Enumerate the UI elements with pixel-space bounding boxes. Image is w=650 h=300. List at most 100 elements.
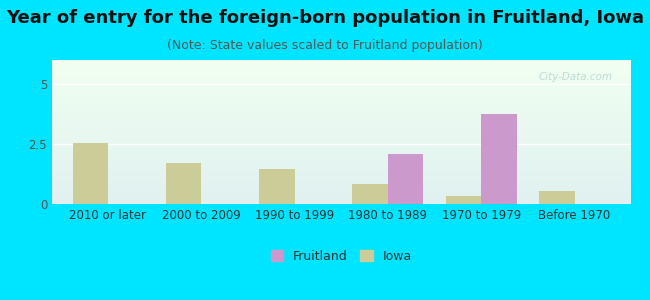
Bar	[52, 103, 630, 105]
Bar	[52, 79, 630, 80]
Bar	[52, 155, 630, 157]
Bar	[52, 202, 630, 204]
Bar	[52, 80, 630, 82]
Bar	[52, 143, 630, 145]
Bar	[539, 191, 575, 204]
Bar	[52, 125, 630, 126]
Bar	[52, 67, 630, 69]
Bar	[52, 179, 630, 181]
Bar	[52, 167, 630, 168]
Bar	[52, 110, 630, 112]
Bar	[52, 73, 630, 74]
Bar	[52, 61, 630, 63]
Bar	[52, 66, 630, 67]
Legend: Fruitland, Iowa: Fruitland, Iowa	[270, 250, 412, 262]
Bar	[52, 105, 630, 106]
Bar	[52, 70, 630, 71]
Bar	[52, 128, 630, 129]
Bar	[52, 139, 630, 141]
Bar	[52, 195, 630, 197]
Bar	[52, 85, 630, 86]
Bar	[52, 123, 630, 125]
Bar	[52, 63, 630, 64]
Bar	[52, 145, 630, 146]
Bar	[52, 82, 630, 83]
Bar	[352, 184, 388, 204]
Bar	[52, 168, 630, 170]
Bar	[52, 99, 630, 100]
Bar	[52, 201, 630, 202]
Bar	[52, 118, 630, 119]
Bar	[52, 130, 630, 132]
Bar	[52, 175, 630, 177]
Bar	[52, 74, 630, 76]
Bar	[52, 60, 630, 61]
Bar	[52, 94, 630, 96]
Bar	[52, 159, 630, 161]
Bar	[52, 119, 630, 121]
Bar	[52, 174, 630, 175]
Bar	[166, 163, 202, 204]
Bar	[481, 114, 517, 204]
Bar	[52, 142, 630, 143]
Bar	[52, 96, 630, 98]
Bar	[52, 134, 630, 135]
Text: Year of entry for the foreign-born population in Fruitland, Iowa: Year of entry for the foreign-born popul…	[6, 9, 644, 27]
Bar	[52, 86, 630, 87]
Bar	[52, 146, 630, 148]
Bar	[52, 178, 630, 179]
Bar	[52, 154, 630, 155]
Bar	[52, 141, 630, 142]
Bar	[52, 93, 630, 94]
Bar	[52, 64, 630, 66]
Text: (Note: State values scaled to Fruitland population): (Note: State values scaled to Fruitland …	[167, 39, 483, 52]
Bar	[52, 100, 630, 102]
Bar	[52, 135, 630, 136]
Bar	[52, 198, 630, 200]
Bar	[52, 197, 630, 198]
Bar	[52, 89, 630, 90]
Bar	[52, 193, 630, 194]
Bar	[52, 200, 630, 201]
Bar	[52, 107, 630, 109]
Bar	[52, 190, 630, 191]
Bar	[52, 185, 630, 187]
Bar	[52, 164, 630, 165]
Bar	[52, 90, 630, 92]
Bar	[52, 172, 630, 174]
Bar	[52, 187, 630, 188]
Bar	[52, 165, 630, 166]
Bar	[259, 169, 294, 204]
Bar	[52, 132, 630, 134]
Bar	[52, 109, 630, 110]
Bar	[52, 136, 630, 138]
Text: City-Data.com: City-Data.com	[539, 71, 613, 82]
Bar	[52, 71, 630, 73]
Bar	[52, 152, 630, 154]
Bar	[52, 113, 630, 115]
Bar	[52, 158, 630, 159]
Bar	[52, 121, 630, 122]
Bar	[52, 182, 630, 184]
Bar	[446, 196, 481, 204]
Bar	[52, 184, 630, 185]
Bar	[52, 116, 630, 118]
Bar	[73, 143, 108, 204]
Bar	[52, 161, 630, 162]
Bar	[52, 171, 630, 172]
Bar	[52, 188, 630, 190]
Bar	[52, 115, 630, 116]
Bar	[52, 191, 630, 193]
Bar	[52, 151, 630, 152]
Bar	[52, 181, 630, 182]
Bar	[52, 106, 630, 107]
Bar	[52, 194, 630, 195]
Bar	[52, 98, 630, 99]
Bar	[52, 69, 630, 70]
Bar	[52, 138, 630, 139]
Bar	[52, 169, 630, 171]
Bar	[52, 157, 630, 158]
Bar	[52, 122, 630, 123]
Bar	[52, 76, 630, 77]
Bar	[52, 83, 630, 85]
